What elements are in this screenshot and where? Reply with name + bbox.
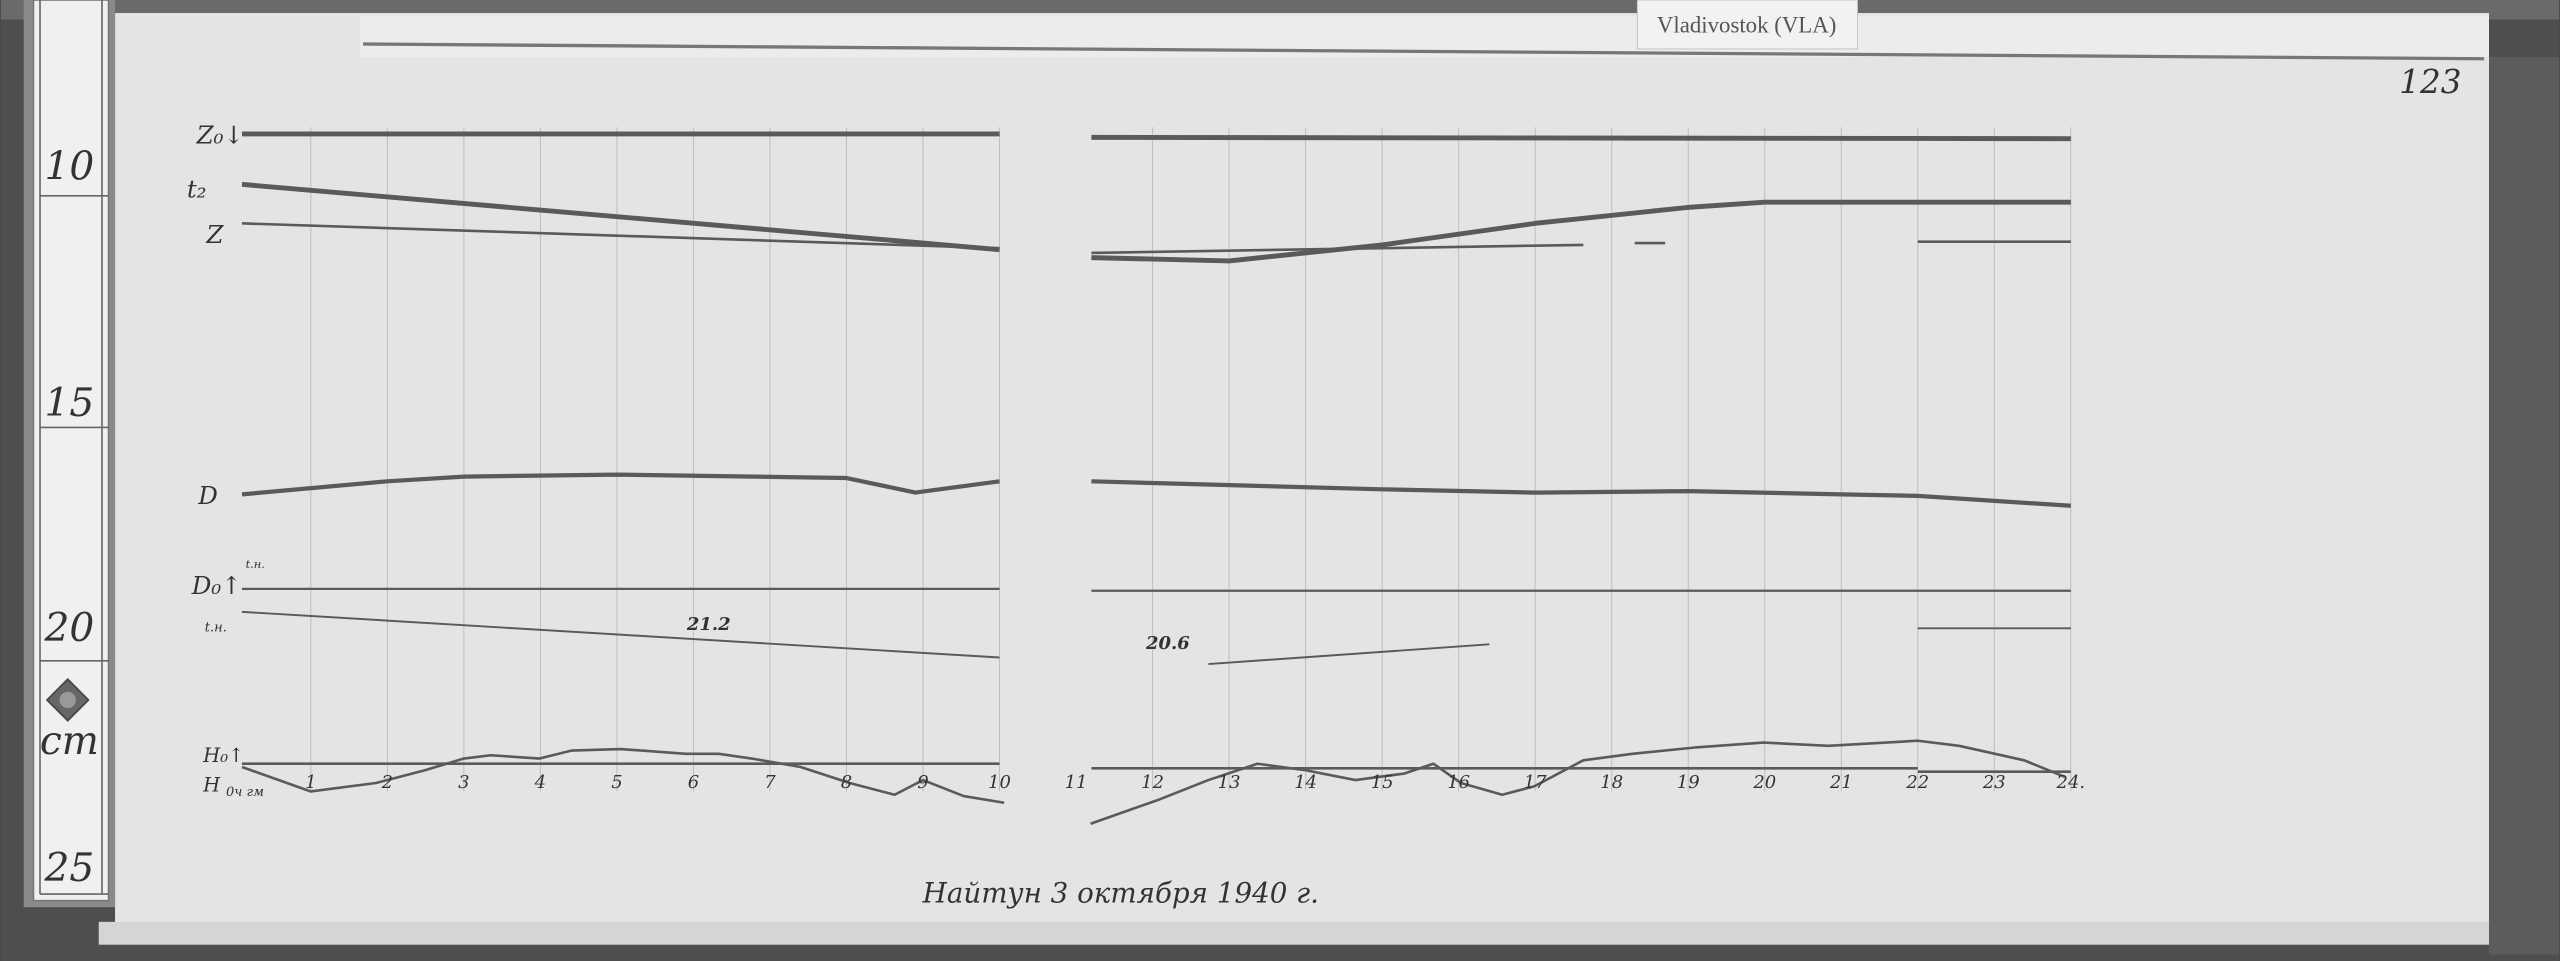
hour-tick-label: 23 — [1982, 772, 2006, 793]
hour-tick-label: 21 — [1829, 772, 1853, 793]
ruler-unit: cm — [40, 719, 99, 764]
station-label: Vladivostok (VLA) — [1657, 13, 1836, 38]
label-h: H — [202, 773, 221, 796]
hour-tick-label: 20 — [1752, 772, 1776, 793]
right-edge — [2489, 57, 2560, 955]
label-t-note: t.н. — [205, 620, 227, 635]
traces — [241, 131, 2071, 826]
hour-tick-label: 5 — [611, 772, 622, 793]
paper-sheet — [115, 13, 2489, 932]
trace-z — [241, 222, 1000, 250]
top-strip-edge — [363, 42, 2485, 61]
label-h0: H₀↑ — [202, 744, 244, 767]
hour-tick-label: 19 — [1677, 772, 1700, 793]
ruler-lines — [39, 0, 109, 895]
hour-tick-labels: 1 2 3 4 5 6 7 8 9 10 11 12 13 14 15 16 17 18 19 20 21 22 23 24. — [305, 772, 2085, 793]
hour-tick-label: 10 — [988, 772, 1011, 793]
hour-tick-label: 22 — [1905, 772, 1929, 793]
label-z0: Z₀↓ — [196, 121, 244, 150]
hour-tick-label: 4 — [534, 772, 546, 793]
trace-d — [1091, 479, 2071, 508]
hour-tick-label: 14 — [1294, 772, 1317, 793]
hour-tick-label: 24. — [2056, 772, 2086, 793]
hour-tick-label: 15 — [1371, 772, 1394, 793]
hour-tick-label: 7 — [764, 772, 776, 793]
sheet-number: 123 — [2399, 63, 2461, 101]
bottom-strip — [98, 921, 2490, 945]
ruler-tick-10: 10 — [44, 144, 94, 189]
diamond-emblem-icon — [45, 678, 90, 722]
station-label-box — [1636, 0, 1858, 50]
footer-caption: Найтун 3 октября 1940 г. — [922, 876, 1319, 909]
hour-tick-label: 6 — [688, 772, 699, 793]
ruler-tick-25: 25 — [43, 846, 94, 891]
trace-t — [1091, 199, 2071, 264]
hour-tick-label: 8 — [841, 772, 852, 793]
annotations: 21.2 20.6 — [686, 614, 1190, 654]
ruler — [32, 0, 110, 902]
annotation-label: 20.6 — [1145, 633, 1190, 654]
trace-h — [241, 747, 1005, 805]
hour-tick-label: 9 — [917, 772, 928, 793]
trace-z0-baseline — [1091, 134, 2071, 142]
label-t2: t₂ — [187, 174, 207, 203]
annotation-label: 21.2 — [686, 614, 731, 635]
trace-h — [1090, 739, 2066, 826]
trace-t — [241, 181, 1000, 253]
hour-tick-label: 11 — [1065, 772, 1088, 793]
label-d0-note: t.н. — [246, 557, 265, 571]
hour-tick-label: 12 — [1141, 772, 1164, 793]
trace-t — [241, 610, 1000, 659]
label-d0: D₀↑ — [191, 571, 242, 600]
label-h-note: 0ч гм — [226, 785, 264, 800]
label-d: D — [197, 481, 218, 510]
ruler-tick-20: 20 — [43, 606, 94, 651]
hour-tick-label: 16 — [1447, 772, 1470, 793]
trace-z — [1091, 243, 1584, 255]
trace-d — [241, 472, 1000, 497]
hour-tick-label: 18 — [1600, 772, 1623, 793]
hour-tick-label: 17 — [1524, 772, 1547, 793]
hour-tick-label: 1 — [305, 772, 316, 793]
hour-tick-label: 2 — [381, 772, 393, 793]
ruler-tick-15: 15 — [44, 381, 94, 426]
hour-tick-label: 3 — [458, 772, 469, 793]
label-z: Z — [205, 220, 224, 249]
hour-tick-label: 13 — [1218, 772, 1241, 793]
trace-t — [1208, 643, 1490, 666]
